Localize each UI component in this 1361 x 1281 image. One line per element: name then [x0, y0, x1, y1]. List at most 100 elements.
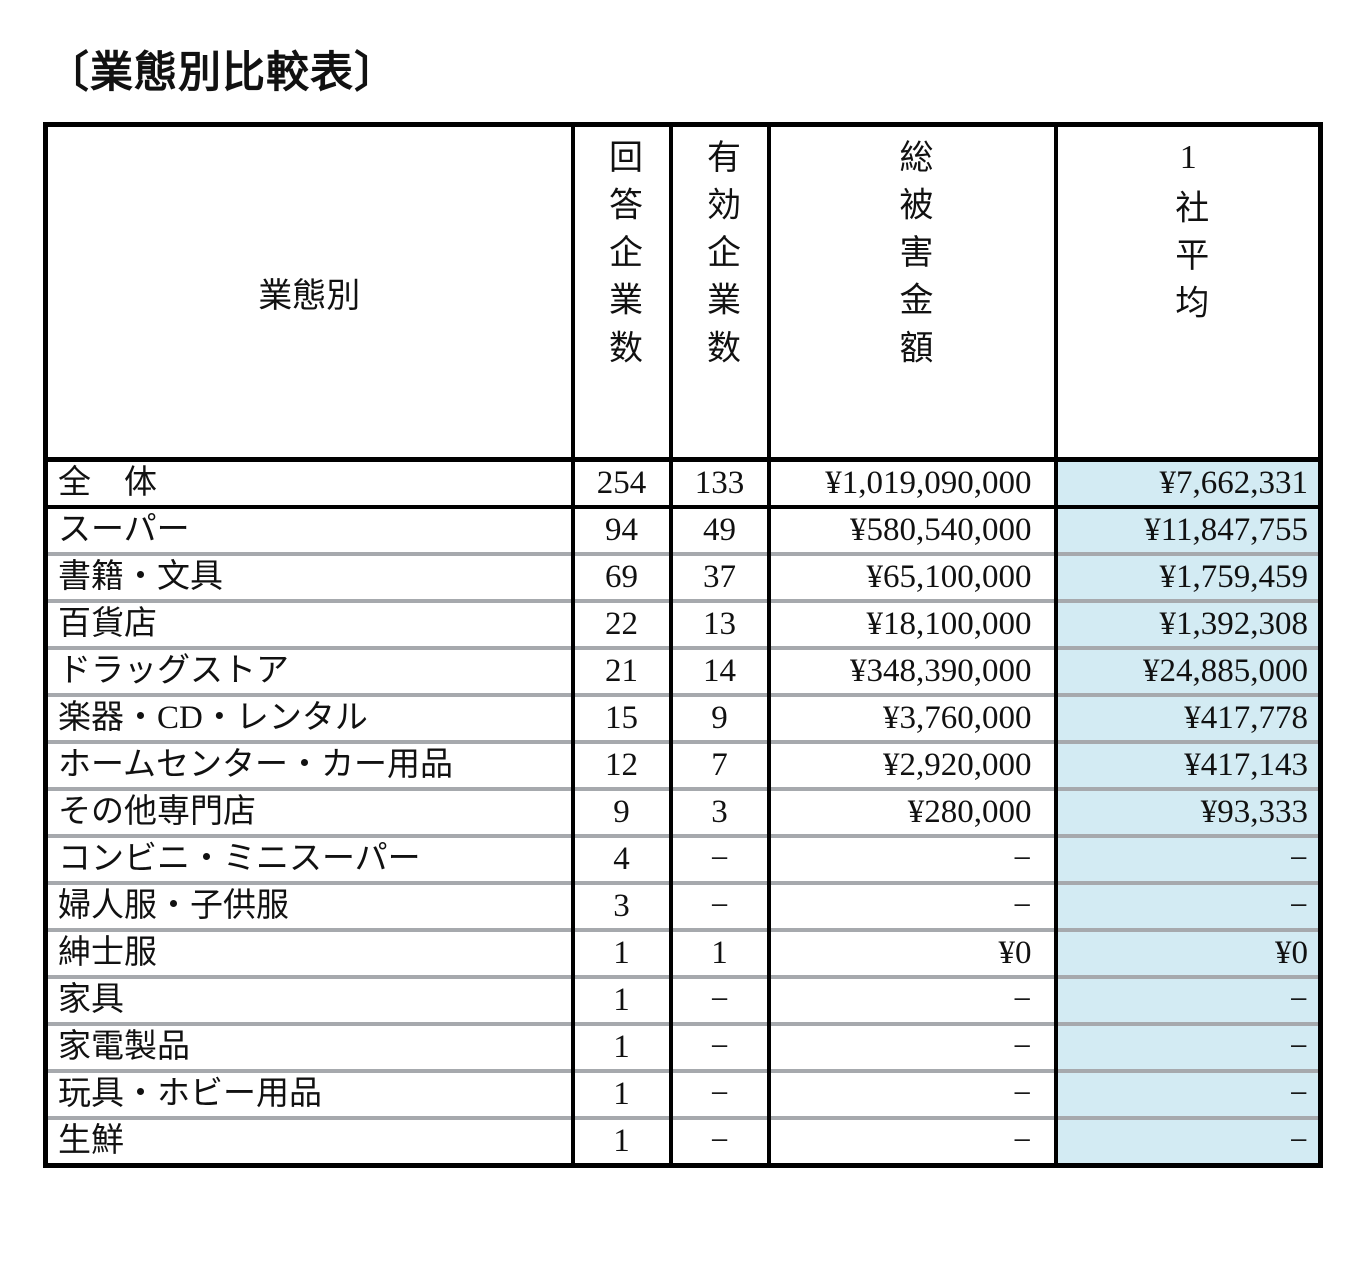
- total-damage-cell: ¥348,390,000: [766, 646, 1056, 696]
- table-row: ドラッグストア 21 14 ¥348,390,000 ¥24,885,000: [43, 646, 1321, 696]
- valid-cell: 37: [668, 552, 769, 602]
- per-company-avg-cell: ¥1,392,308: [1053, 599, 1321, 649]
- respondents-cell: 1: [570, 1116, 671, 1166]
- category-cell: 書籍・文具: [43, 552, 573, 602]
- table-row: 玩具・ホビー用品 1 − − −: [43, 1069, 1321, 1119]
- table-row: その他専門店 9 3 ¥280,000 ¥93,333: [43, 787, 1321, 837]
- category-cell: 楽器・CD・レンタル: [43, 693, 573, 743]
- total-damage-cell: ¥2,920,000: [766, 740, 1056, 790]
- total-damage-cell: ¥65,100,000: [766, 552, 1056, 602]
- header-category-label: 業態別: [258, 277, 361, 315]
- business-type-comparison-table: 業態別 回答企業数 有効企業数 総被害金額 1社平均 全 体 254 133 ¥…: [43, 122, 1323, 1169]
- total-damage-cell: −: [766, 881, 1056, 931]
- total-damage-cell: ¥0: [766, 928, 1056, 978]
- valid-cell: 49: [668, 505, 769, 555]
- respondents-cell: 12: [570, 740, 671, 790]
- per-company-avg-cell: −: [1053, 1116, 1321, 1166]
- table-row: 全 体 254 133 ¥1,019,090,000 ¥7,662,331: [43, 457, 1321, 510]
- total-damage-cell: −: [766, 975, 1056, 1025]
- category-cell: 玩具・ホビー用品: [43, 1069, 573, 1119]
- header-per-company-avg: 1社平均: [1053, 124, 1321, 463]
- valid-cell: 9: [668, 693, 769, 743]
- category-cell: 紳士服: [43, 928, 573, 978]
- header-valid: 有効企業数: [668, 124, 769, 463]
- valid-cell: 14: [668, 646, 769, 696]
- total-damage-cell: −: [766, 1069, 1056, 1119]
- per-company-avg-cell: ¥93,333: [1053, 787, 1321, 837]
- category-cell: 生鮮: [43, 1116, 573, 1166]
- per-company-avg-cell: −: [1053, 1022, 1321, 1072]
- respondents-cell: 1: [570, 1069, 671, 1119]
- valid-cell: −: [668, 975, 769, 1025]
- total-damage-cell: −: [766, 834, 1056, 884]
- valid-cell: −: [668, 834, 769, 884]
- total-damage-cell: ¥3,760,000: [766, 693, 1056, 743]
- valid-cell: 13: [668, 599, 769, 649]
- table-row: 楽器・CD・レンタル 15 9 ¥3,760,000 ¥417,778: [43, 693, 1321, 743]
- total-damage-cell: −: [766, 1116, 1056, 1166]
- per-company-avg-cell: ¥417,143: [1053, 740, 1321, 790]
- respondents-cell: 3: [570, 881, 671, 931]
- respondents-cell: 69: [570, 552, 671, 602]
- per-company-avg-cell: ¥7,662,331: [1053, 457, 1321, 510]
- valid-cell: 1: [668, 928, 769, 978]
- category-cell: 家具: [43, 975, 573, 1025]
- table-row: スーパー 94 49 ¥580,540,000 ¥11,847,755: [43, 505, 1321, 555]
- respondents-cell: 1: [570, 975, 671, 1025]
- header-valid-label: 有効企業数: [701, 139, 739, 378]
- header-respondents: 回答企業数: [570, 124, 671, 463]
- respondents-cell: 22: [570, 599, 671, 649]
- respondents-cell: 4: [570, 834, 671, 884]
- table-row: 婦人服・子供服 3 − − −: [43, 881, 1321, 931]
- header-per-company-avg-label: 1社平均: [1169, 139, 1207, 333]
- per-company-avg-cell: ¥11,847,755: [1053, 505, 1321, 555]
- category-cell: ホームセンター・カー用品: [43, 740, 573, 790]
- respondents-cell: 15: [570, 693, 671, 743]
- respondents-cell: 1: [570, 928, 671, 978]
- table-row: 家電製品 1 − − −: [43, 1022, 1321, 1072]
- table-body: 全 体 254 133 ¥1,019,090,000 ¥7,662,331 スー…: [43, 457, 1321, 1166]
- respondents-cell: 254: [570, 457, 671, 510]
- valid-cell: −: [668, 1022, 769, 1072]
- header-total-damage-label: 総被害金額: [894, 139, 931, 378]
- valid-cell: −: [668, 1116, 769, 1166]
- table-row: 家具 1 − − −: [43, 975, 1321, 1025]
- respondents-cell: 94: [570, 505, 671, 555]
- respondents-cell: 9: [570, 787, 671, 837]
- total-damage-cell: −: [766, 1022, 1056, 1072]
- category-cell: 百貨店: [43, 599, 573, 649]
- total-damage-cell: ¥580,540,000: [766, 505, 1056, 555]
- header-respondents-label: 回答企業数: [603, 139, 641, 378]
- category-cell: 全 体: [43, 457, 573, 510]
- table-row: 生鮮 1 − − −: [43, 1116, 1321, 1166]
- category-cell: 家電製品: [43, 1022, 573, 1072]
- respondents-cell: 1: [570, 1022, 671, 1072]
- per-company-avg-cell: ¥0: [1053, 928, 1321, 978]
- category-cell: 婦人服・子供服: [43, 881, 573, 931]
- table-row: コンビニ・ミニスーパー 4 − − −: [43, 834, 1321, 884]
- category-cell: コンビニ・ミニスーパー: [43, 834, 573, 884]
- per-company-avg-cell: ¥24,885,000: [1053, 646, 1321, 696]
- valid-cell: −: [668, 1069, 769, 1119]
- category-cell: その他専門店: [43, 787, 573, 837]
- category-cell: スーパー: [43, 505, 573, 555]
- total-damage-cell: ¥18,100,000: [766, 599, 1056, 649]
- per-company-avg-cell: −: [1053, 834, 1321, 884]
- valid-cell: −: [668, 881, 769, 931]
- header-category: 業態別: [43, 124, 573, 463]
- page-title: 〔業態別比較表〕: [46, 48, 398, 98]
- per-company-avg-cell: ¥1,759,459: [1053, 552, 1321, 602]
- valid-cell: 3: [668, 787, 769, 837]
- header-total-damage: 総被害金額: [766, 124, 1056, 463]
- table-header: 業態別 回答企業数 有効企業数 総被害金額 1社平均: [43, 124, 1321, 463]
- per-company-avg-cell: −: [1053, 975, 1321, 1025]
- respondents-cell: 21: [570, 646, 671, 696]
- per-company-avg-cell: ¥417,778: [1053, 693, 1321, 743]
- table-row: 百貨店 22 13 ¥18,100,000 ¥1,392,308: [43, 599, 1321, 649]
- table-row: 書籍・文具 69 37 ¥65,100,000 ¥1,759,459: [43, 552, 1321, 602]
- category-cell: ドラッグストア: [43, 646, 573, 696]
- per-company-avg-cell: −: [1053, 1069, 1321, 1119]
- total-damage-cell: ¥1,019,090,000: [766, 457, 1056, 510]
- table-row: 紳士服 1 1 ¥0 ¥0: [43, 928, 1321, 978]
- total-damage-cell: ¥280,000: [766, 787, 1056, 837]
